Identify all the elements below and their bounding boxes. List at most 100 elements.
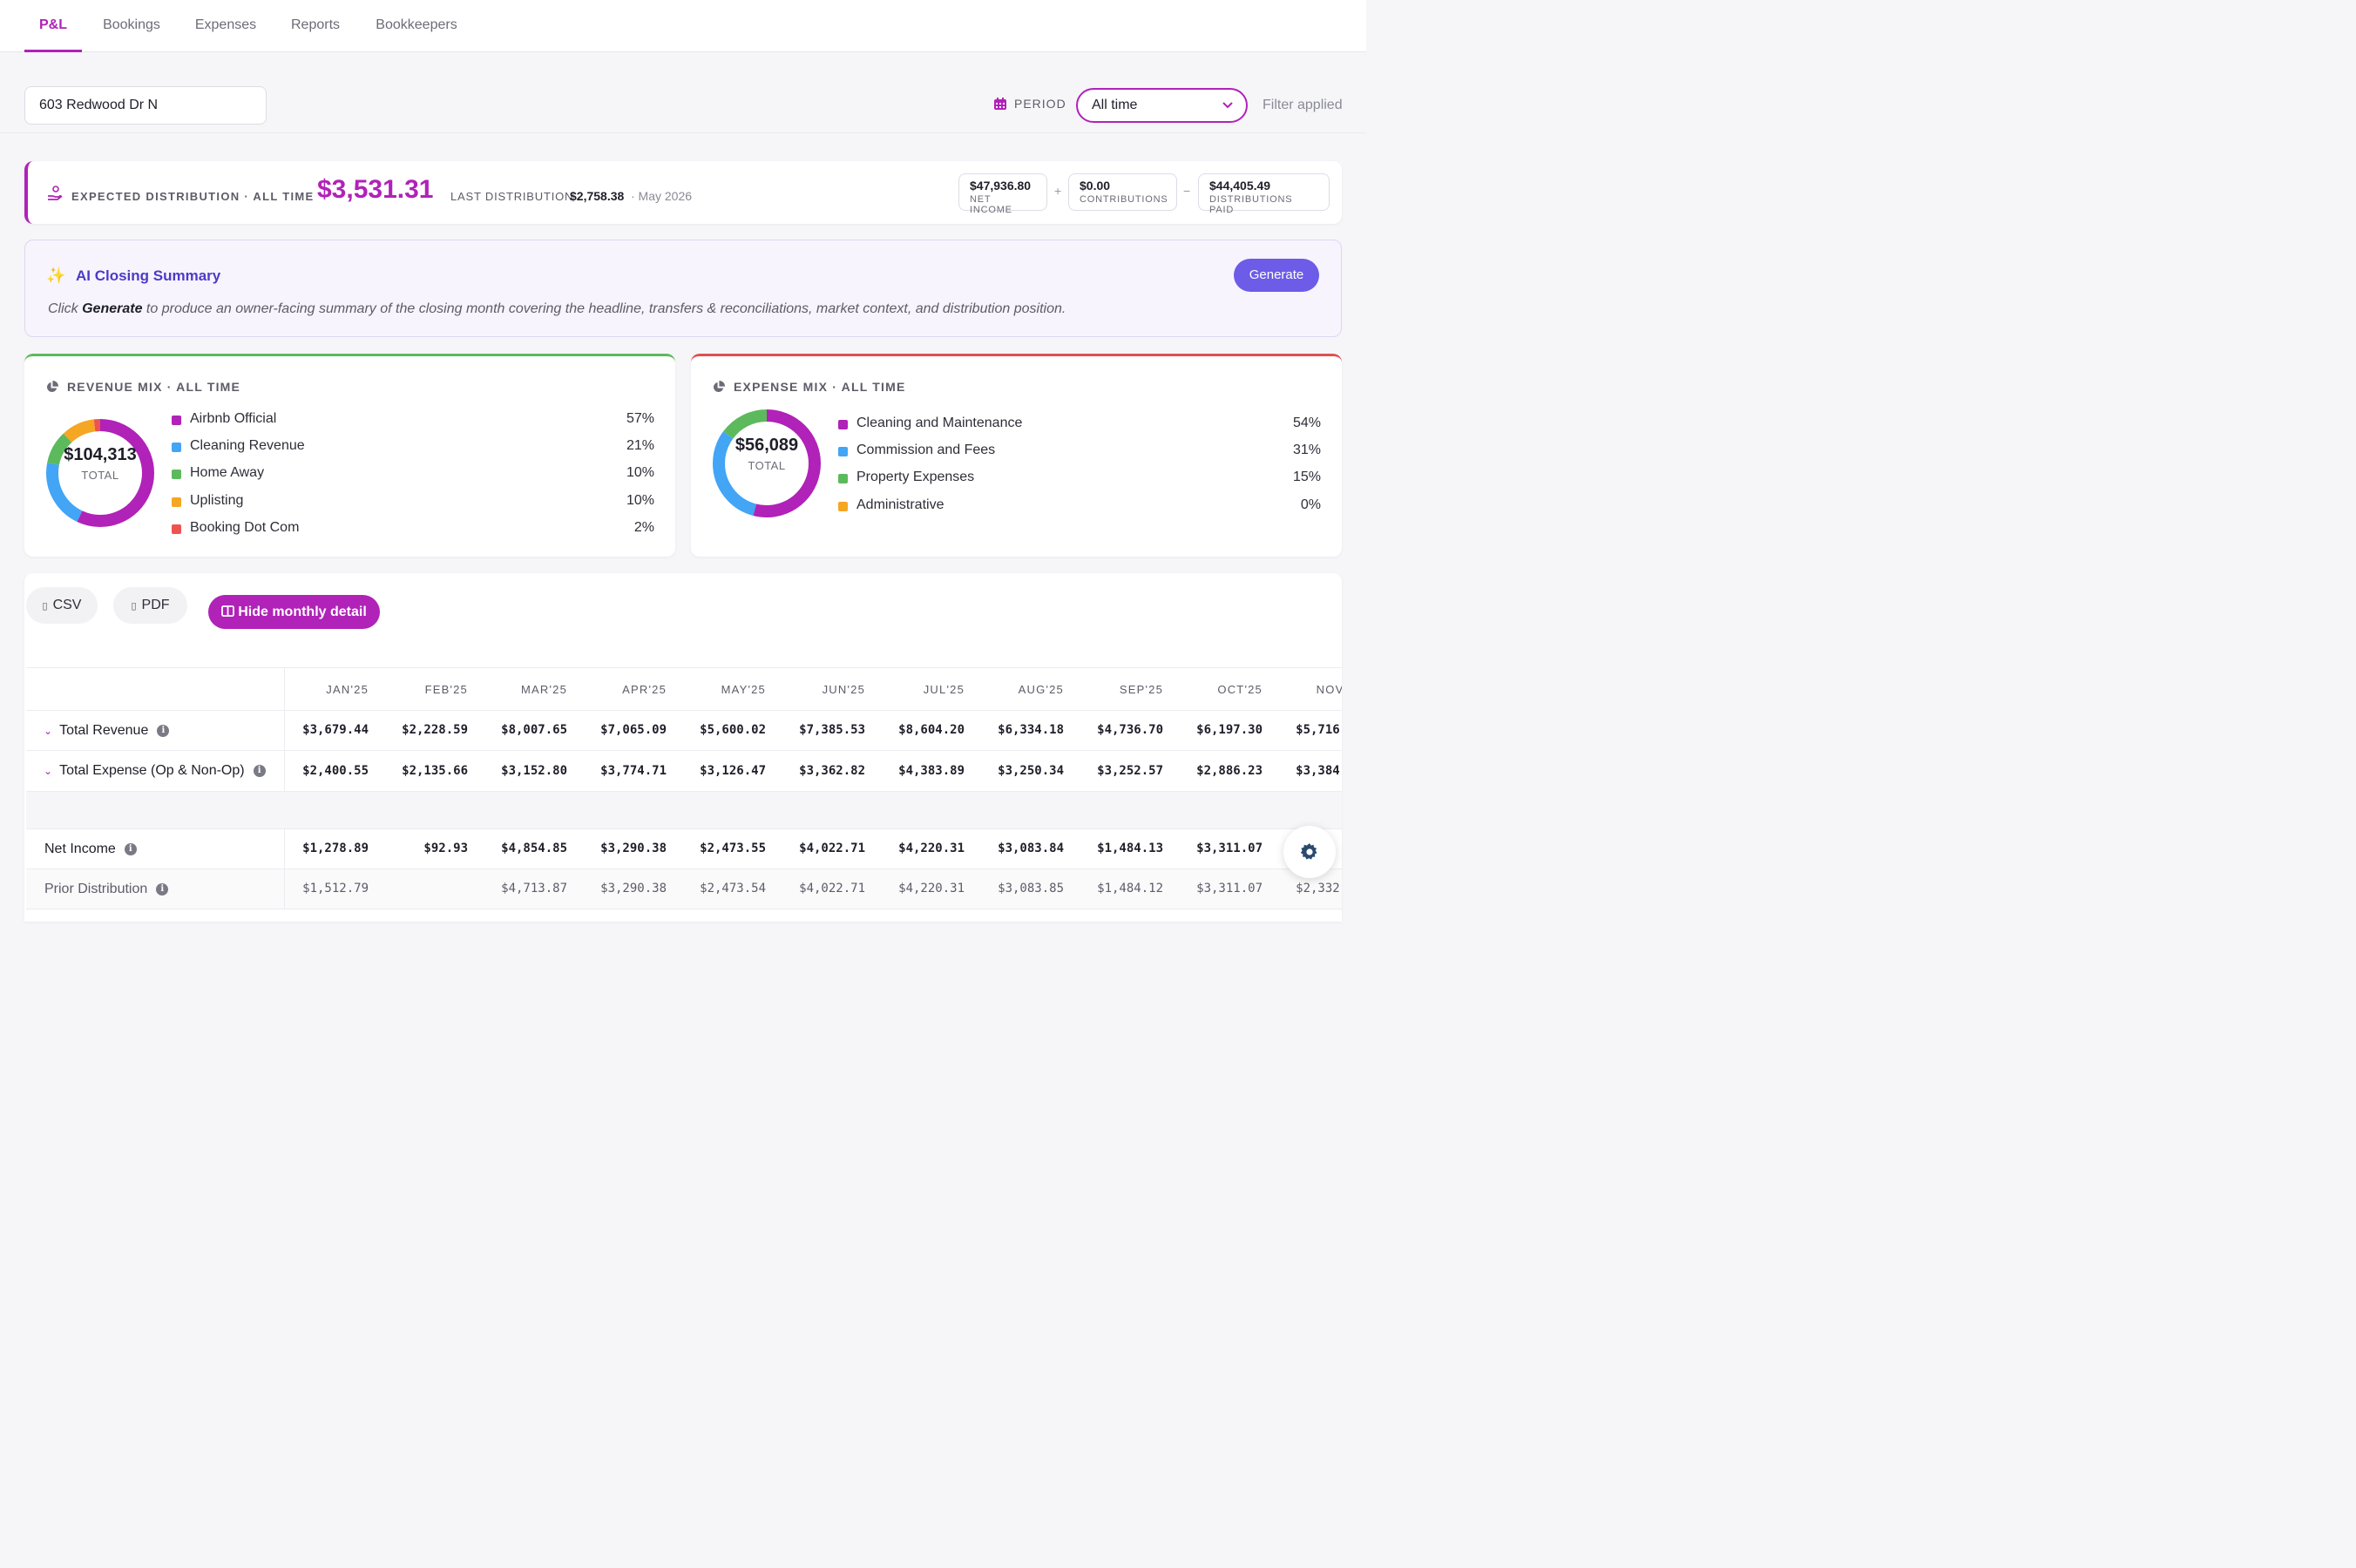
donut-slice-commission-and-fees	[713, 409, 821, 517]
settings-button[interactable]	[1283, 826, 1336, 878]
period-select[interactable]: All time	[1076, 88, 1248, 123]
last-distribution-label: LAST DISTRIBUTION	[450, 190, 574, 203]
contributions-label: CONTRIBUTIONS	[1080, 194, 1168, 205]
row-label-cell: Net Income i	[26, 829, 285, 868]
file-icon: ▯	[131, 601, 137, 612]
table-cell: $3,126.47	[700, 764, 766, 778]
table-row: Prior Distribution i $1,512.79 $4,713.87 $3,…	[26, 869, 1342, 909]
legend-percent: 21%	[626, 438, 654, 454]
revenue-total: $104,313 TOTAL	[44, 445, 157, 482]
ai-closing-summary-card: ✨ AI Closing Summary Click Generate to p…	[24, 240, 1342, 337]
row-label-text: Total Expense (Op & Non-Op)	[59, 763, 245, 778]
chevron-down-icon	[1222, 90, 1234, 132]
revenue-mix-header: REVENUE MIX · ALL TIME	[45, 380, 240, 394]
month-header: JUL'25	[923, 683, 965, 696]
legend-percent: 10%	[626, 492, 654, 508]
legend-swatch	[838, 420, 848, 429]
property-selector[interactable]: 603 Redwood Dr N	[24, 86, 267, 125]
revenue-mix-card: REVENUE MIX · ALL TIME $104,313 TOTAL Ai…	[24, 354, 675, 557]
table-cell: $4,220.31	[898, 882, 965, 896]
legend-item: Home Away 10%	[172, 464, 654, 483]
legend-percent: 15%	[1292, 470, 1321, 485]
legend-item: Uplisting 10%	[172, 492, 654, 511]
table-cell: $3,290.38	[600, 882, 667, 896]
hide-monthly-detail-label: Hide monthly detail	[238, 605, 367, 619]
table-row: Net Income i $1,278.89 $92.93 $4,854.85 $3,29…	[26, 829, 1342, 869]
row-label: ⌄ Total Expense (Op & Non-Op) i	[44, 751, 266, 791]
expense-total: $56,089 TOTAL	[710, 436, 823, 472]
csv-button[interactable]: ▯ CSV	[26, 587, 98, 624]
ai-desc-after: to produce an owner-facing summary of th…	[142, 301, 1066, 316]
table-cell: $3,083.85	[998, 882, 1064, 896]
table-cell: $3,384.00	[1296, 764, 1342, 778]
table-cell: $8,007.65	[501, 723, 567, 737]
row-label-text: Total Revenue	[59, 722, 149, 738]
distributions-paid-value: $44,405.49	[1209, 179, 1271, 193]
legend-item: Administrative 0%	[838, 497, 1321, 516]
row-label-cell: ⌄ Total Revenue i	[26, 711, 285, 750]
expand-caret-icon[interactable]: ⌄	[44, 724, 53, 737]
table-cell: $3,679.44	[302, 723, 369, 737]
month-header: NOV'25	[1316, 683, 1342, 696]
legend-swatch	[172, 443, 181, 453]
donut-slice-booking-dot-com	[46, 419, 154, 527]
period-label: PERIOD	[993, 97, 1066, 111]
legend-label: Booking Dot Com	[190, 519, 300, 535]
row-label-text: Net Income	[44, 841, 116, 856]
filter-bar: 603 Redwood Dr N PERIOD All time Filter …	[0, 53, 1366, 133]
tab-bookings[interactable]: Bookings	[103, 17, 160, 32]
distribution-amount: $3,531.31	[317, 175, 434, 204]
minus-operator: −	[1183, 184, 1191, 198]
month-header: FEB'25	[424, 683, 468, 696]
filter-applied-note: Filter applied	[1263, 98, 1343, 112]
table-row[interactable]: ⌄ Total Revenue i $3,679.44 $2,228.59 $8,007.…	[26, 711, 1342, 751]
table-cell: $3,290.38	[600, 841, 667, 855]
info-icon[interactable]: i	[157, 724, 170, 737]
legend-swatch	[172, 416, 181, 425]
calendar-icon	[994, 98, 1006, 110]
info-icon[interactable]: i	[253, 765, 266, 777]
legend-swatch	[838, 501, 848, 511]
table-cell: $3,083.84	[998, 841, 1064, 855]
table-cell: $1,278.89	[302, 841, 369, 855]
legend-percent: 57%	[626, 411, 654, 426]
legend-percent: 54%	[1292, 416, 1321, 430]
legend-percent: 10%	[626, 465, 654, 481]
pdf-button[interactable]: ▯ PDF	[113, 587, 187, 624]
pnl-table-card: ▯ CSV ▯ PDF Hide monthly detail JAN'25 FEB'…	[24, 573, 1342, 922]
table-row[interactable]: ⌄ Total Expense (Op & Non-Op) i $2,400.55 $2…	[26, 751, 1342, 792]
expense-mix-header: EXPENSE MIX · ALL TIME	[712, 380, 906, 394]
ai-desc-bold: Generate	[82, 301, 143, 316]
legend-swatch	[172, 470, 181, 480]
revenue-mix-title: REVENUE MIX · ALL TIME	[67, 380, 241, 394]
table-spacer-row	[26, 792, 1342, 829]
info-icon[interactable]: i	[156, 882, 169, 896]
table-header-label-cell	[26, 668, 285, 710]
table-cell: $4,713.87	[501, 882, 567, 896]
tab-pnl[interactable]: P&L	[24, 0, 82, 52]
period-select-value: All time	[1092, 98, 1138, 112]
tab-bookkeepers[interactable]: Bookkeepers	[376, 17, 457, 32]
table-cell: $7,065.09	[600, 723, 667, 737]
generate-button[interactable]: Generate	[1234, 259, 1319, 292]
table-cell: $6,334.18	[998, 723, 1064, 737]
table-cell: $3,774.71	[600, 764, 667, 778]
revenue-total-amount: $104,313	[64, 445, 137, 464]
plus-operator: +	[1054, 184, 1062, 198]
pie-chart-icon	[713, 380, 725, 392]
info-icon[interactable]: i	[124, 842, 137, 855]
row-label-cell: Prior Distribution i	[26, 869, 285, 909]
tab-reports[interactable]: Reports	[290, 17, 341, 32]
expand-caret-icon[interactable]: ⌄	[44, 765, 53, 777]
table-cell: $2,228.59	[402, 723, 468, 737]
table-cell: $92.93	[423, 841, 468, 855]
legend-label: Commission and Fees	[856, 443, 996, 458]
tab-expenses[interactable]: Expenses	[194, 17, 257, 32]
table-cell: $3,252.57	[1097, 764, 1163, 778]
hide-monthly-detail-button[interactable]: Hide monthly detail	[208, 595, 380, 629]
legend-percent: 31%	[1292, 443, 1321, 458]
expense-total-amount: $56,089	[735, 436, 799, 455]
table-cell: $4,220.31	[898, 841, 965, 855]
table-cell: $4,022.71	[799, 882, 865, 896]
table-cell: $4,383.89	[898, 764, 965, 778]
